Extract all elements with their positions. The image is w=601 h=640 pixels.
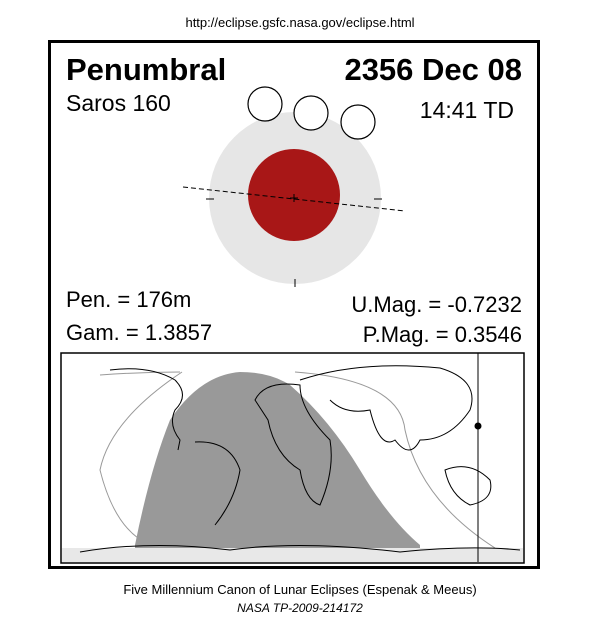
eclipse-type: Penumbral [66,52,226,87]
markers [206,194,382,287]
footer-title: Five Millennium Canon of Lunar Eclipses … [123,582,476,597]
moon [247,86,283,122]
saros: Saros 160 [66,90,171,116]
eclipse-date: 2356 Dec 08 [344,52,522,87]
visibility-map [60,352,525,564]
gamma: Gam. = 1.3857 [66,320,212,345]
source-url: http://eclipse.gsfc.nasa.gov/eclipse.htm… [185,15,414,30]
footer-reference: NASA TP-2009-214172 [237,601,363,615]
moon [293,95,329,131]
time: 14:41 TD [420,97,514,123]
moon-path [182,186,406,212]
penumbral-magnitude: P.Mag. = 0.3546 [363,322,522,347]
umbral-magnitude: U.Mag. = -0.7232 [351,292,522,317]
frame [48,40,540,569]
penumbral-duration: Pen. = 176m [66,287,191,312]
moon [340,104,376,140]
